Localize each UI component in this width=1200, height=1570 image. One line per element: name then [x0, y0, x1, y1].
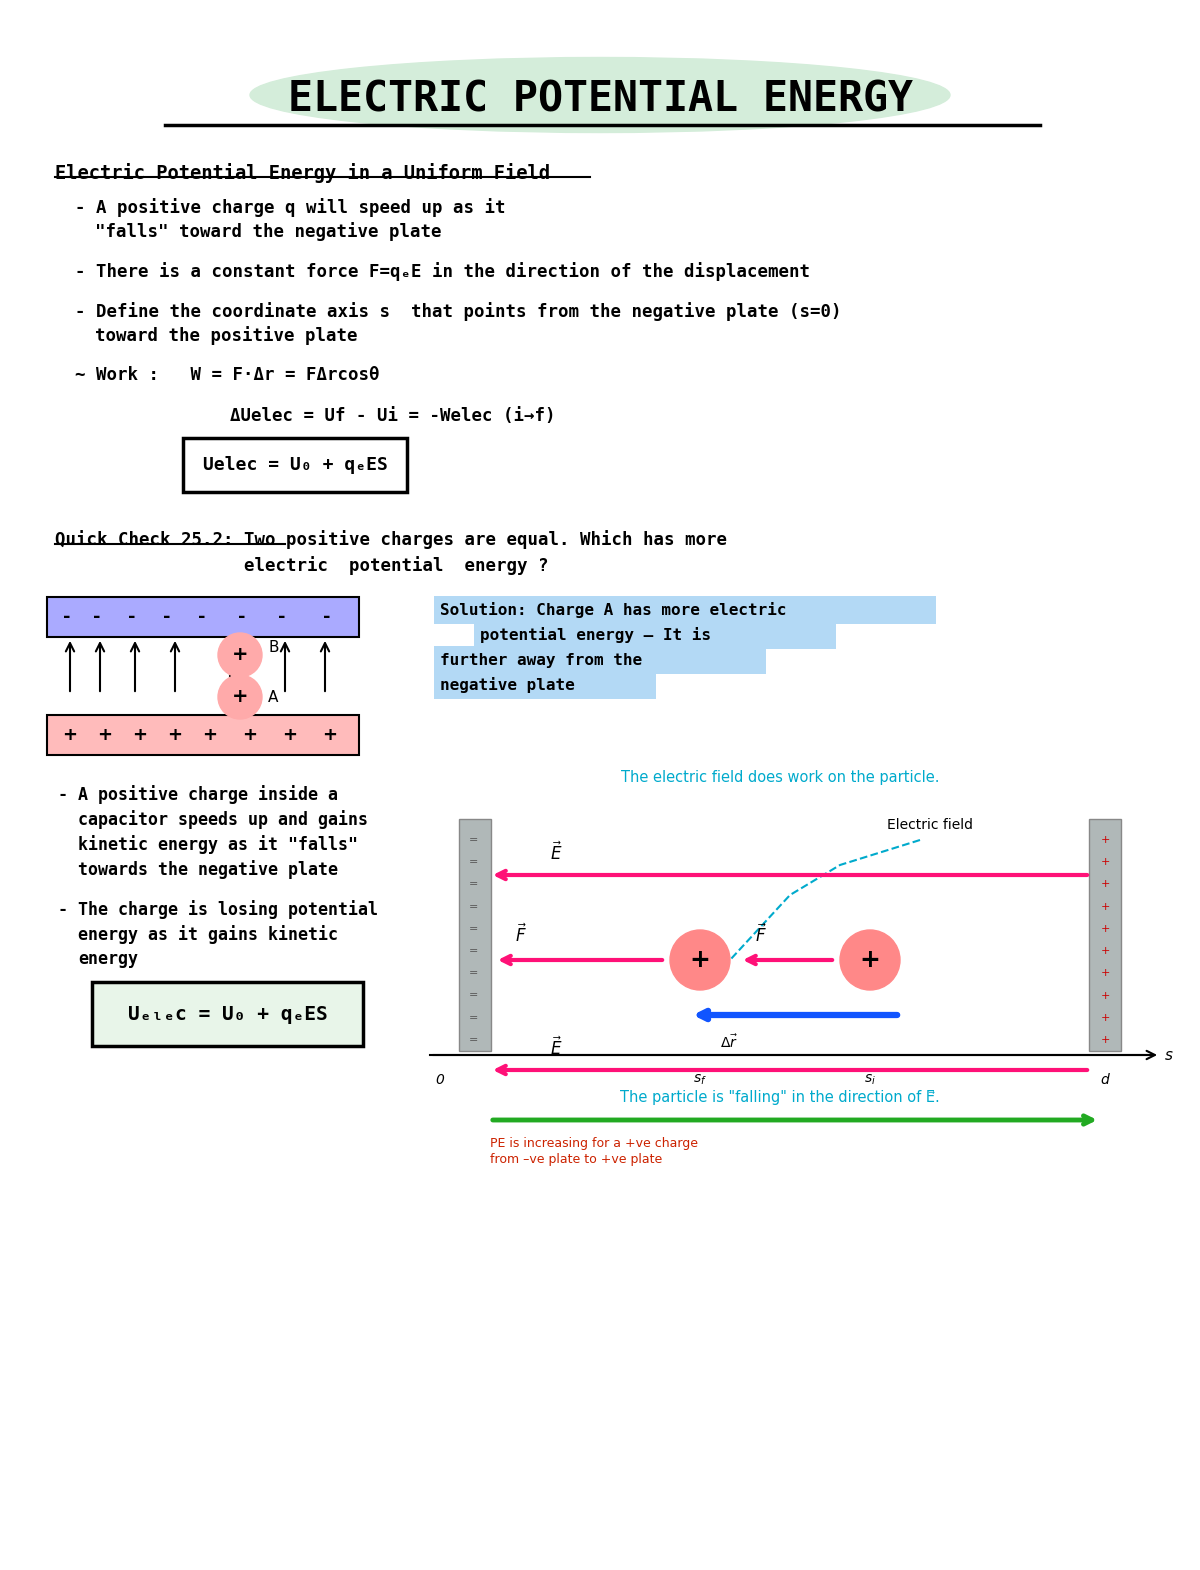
Text: -: - [128, 608, 142, 626]
Text: Electric Potential Energy in a Uniform Field: Electric Potential Energy in a Uniform F… [55, 163, 550, 184]
Text: - The charge is losing potential: - The charge is losing potential [58, 900, 378, 918]
FancyBboxPatch shape [434, 645, 766, 674]
Text: electric  potential  energy ?: electric potential energy ? [55, 556, 548, 575]
Text: Electric field: Electric field [887, 818, 973, 832]
FancyBboxPatch shape [1090, 820, 1121, 1050]
Text: +: + [1100, 969, 1110, 978]
Text: - There is a constant force F=qₑE in the direction of the displacement: - There is a constant force F=qₑE in the… [74, 262, 810, 281]
Text: "falls" toward the negative plate: "falls" toward the negative plate [95, 221, 442, 240]
FancyBboxPatch shape [47, 597, 359, 637]
Text: +: + [232, 645, 248, 664]
Text: +: + [203, 725, 217, 744]
Text: $\vec{F}$: $\vec{F}$ [755, 923, 767, 947]
Text: +: + [1100, 857, 1110, 867]
Text: +: + [1100, 879, 1110, 890]
Text: -: - [323, 608, 337, 626]
Text: +: + [62, 725, 78, 744]
Text: -: - [198, 608, 212, 626]
Text: =: = [468, 947, 478, 956]
Text: $s_i$: $s_i$ [864, 1072, 876, 1088]
Text: PE is increasing for a +ve charge: PE is increasing for a +ve charge [490, 1137, 698, 1149]
Text: =: = [468, 879, 478, 890]
FancyBboxPatch shape [434, 670, 656, 699]
Text: =: = [468, 857, 478, 867]
Text: $\vec{F}$: $\vec{F}$ [515, 923, 527, 947]
Text: B: B [268, 641, 278, 656]
Text: $\vec{E}$: $\vec{E}$ [550, 1036, 563, 1060]
Text: +: + [323, 725, 337, 744]
Text: =: = [468, 1035, 478, 1046]
Text: from –ve plate to +ve plate: from –ve plate to +ve plate [490, 1152, 662, 1167]
Text: Quick Check 25.2: Two positive charges are equal. Which has more: Quick Check 25.2: Two positive charges a… [55, 531, 727, 550]
Text: ΔUelec = Uf - Ui = -Welec (i→f): ΔUelec = Uf - Ui = -Welec (i→f) [230, 407, 556, 425]
Text: -: - [64, 608, 77, 626]
Text: -: - [163, 608, 176, 626]
Text: Solution: Charge A has more electric: Solution: Charge A has more electric [440, 601, 786, 619]
Text: +: + [1100, 835, 1110, 845]
Text: toward the positive plate: toward the positive plate [95, 327, 358, 345]
Text: A: A [268, 689, 278, 705]
Text: ~ Work :   W = F·Δr = FΔrcosθ: ~ Work : W = F·Δr = FΔrcosθ [74, 366, 379, 385]
Text: The particle is "falling" in the direction of E⃗.: The particle is "falling" in the directi… [620, 1090, 940, 1105]
Text: s: s [1165, 1047, 1174, 1063]
Text: $\vec{E}$: $\vec{E}$ [550, 842, 563, 864]
Text: Uelec = U₀ + qₑES: Uelec = U₀ + qₑES [203, 455, 388, 474]
Text: +: + [1100, 923, 1110, 934]
Text: $s_f$: $s_f$ [694, 1072, 707, 1088]
Circle shape [670, 929, 730, 991]
Text: d: d [1100, 1072, 1109, 1086]
Text: Uₑₗₑc = U₀ + qₑES: Uₑₗₑc = U₀ + qₑES [128, 1005, 328, 1024]
Text: potential energy – It is: potential energy – It is [480, 626, 710, 644]
Text: =: = [468, 923, 478, 934]
Text: kinetic energy as it "falls": kinetic energy as it "falls" [78, 835, 358, 854]
FancyBboxPatch shape [474, 622, 836, 648]
Text: ELECTRIC POTENTIAL ENERGY: ELECTRIC POTENTIAL ENERGY [288, 78, 912, 121]
Text: +: + [242, 725, 258, 744]
Text: =: = [468, 991, 478, 1000]
Text: +: + [232, 688, 248, 706]
Text: +: + [1100, 991, 1110, 1000]
Text: =: = [468, 901, 478, 912]
Text: $\Delta\vec{r}$: $\Delta\vec{r}$ [720, 1033, 738, 1050]
Text: capacitor speeds up and gains: capacitor speeds up and gains [78, 810, 368, 829]
Text: +: + [282, 725, 298, 744]
Text: +: + [1100, 1035, 1110, 1046]
FancyBboxPatch shape [47, 714, 359, 755]
Text: +: + [168, 725, 182, 744]
Text: towards the negative plate: towards the negative plate [78, 860, 338, 879]
FancyBboxPatch shape [92, 981, 364, 1046]
Text: energy as it gains kinetic: energy as it gains kinetic [78, 925, 338, 944]
Text: -: - [238, 608, 252, 626]
Text: +: + [1100, 901, 1110, 912]
Text: energy: energy [78, 950, 138, 969]
Text: further away from the: further away from the [440, 653, 642, 667]
Text: +: + [97, 725, 113, 744]
Text: +: + [859, 948, 881, 972]
Text: +: + [1100, 1013, 1110, 1022]
FancyBboxPatch shape [458, 820, 491, 1050]
Text: -: - [94, 608, 107, 626]
Text: - Define the coordinate axis s  that points from the negative plate (s=0): - Define the coordinate axis s that poin… [74, 301, 841, 320]
Text: +: + [132, 725, 148, 744]
Text: =: = [468, 969, 478, 978]
FancyBboxPatch shape [434, 597, 936, 623]
Text: -: - [278, 608, 292, 626]
Circle shape [840, 929, 900, 991]
Circle shape [218, 675, 262, 719]
Text: The electric field does work on the particle.: The electric field does work on the part… [620, 769, 940, 785]
Text: 0: 0 [436, 1072, 444, 1086]
Text: =: = [468, 835, 478, 845]
Ellipse shape [250, 58, 950, 132]
Text: negative plate: negative plate [440, 677, 575, 692]
Text: =: = [468, 1013, 478, 1022]
FancyBboxPatch shape [182, 438, 407, 491]
Text: +: + [1100, 947, 1110, 956]
Text: - A positive charge q will speed up as it: - A positive charge q will speed up as i… [74, 198, 505, 217]
Text: +: + [690, 948, 710, 972]
Circle shape [218, 633, 262, 677]
Text: - A positive charge inside a: - A positive charge inside a [58, 785, 338, 804]
